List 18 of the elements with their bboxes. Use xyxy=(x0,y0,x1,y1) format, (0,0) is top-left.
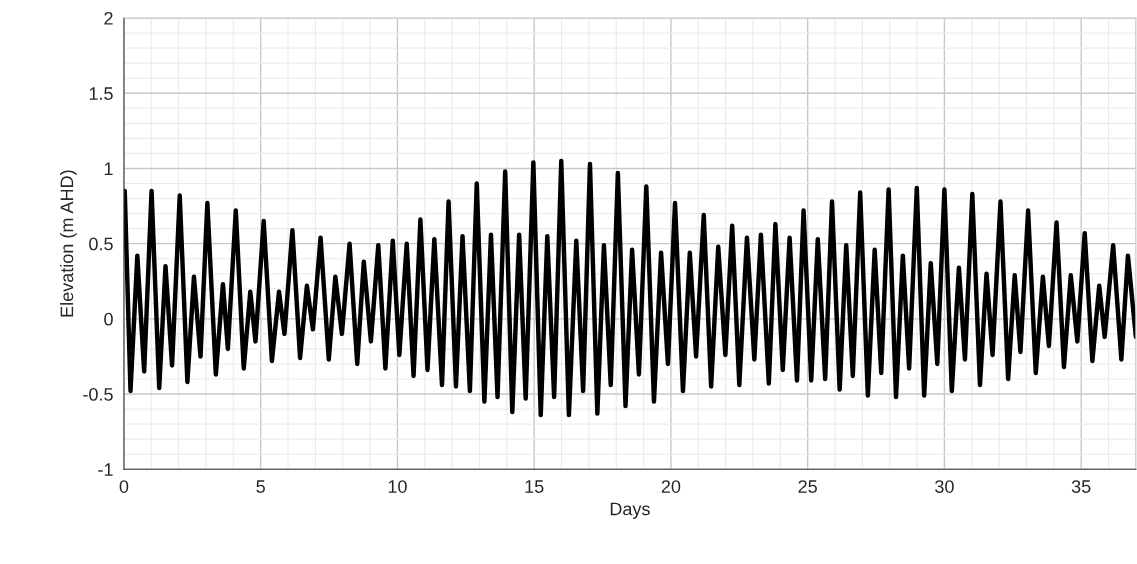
x-tick-label: 25 xyxy=(798,480,817,493)
y-tick-label: 0 xyxy=(104,312,113,326)
y-tick-label: -1 xyxy=(98,463,113,476)
y-tick-label: 1.5 xyxy=(89,87,113,100)
x-tick-label: 5 xyxy=(256,480,265,493)
y-tick-label: 0.5 xyxy=(89,237,113,251)
x-tick-label: 20 xyxy=(661,480,681,493)
x-tick-label: 30 xyxy=(935,480,954,493)
x-axis-title: Days xyxy=(610,502,650,519)
x-tick-label: 35 xyxy=(1071,480,1091,493)
x-tick-label: 15 xyxy=(525,480,544,493)
y-tick-label: 1 xyxy=(104,162,113,175)
y-axis-title: Elevation (m AHD) xyxy=(60,170,77,317)
y-tick-label: -0.5 xyxy=(83,387,113,401)
x-tick-label: 0 xyxy=(119,480,129,493)
line-series xyxy=(123,158,1136,418)
x-tick-label: 10 xyxy=(388,480,407,493)
y-tick-label: 2 xyxy=(104,11,113,25)
